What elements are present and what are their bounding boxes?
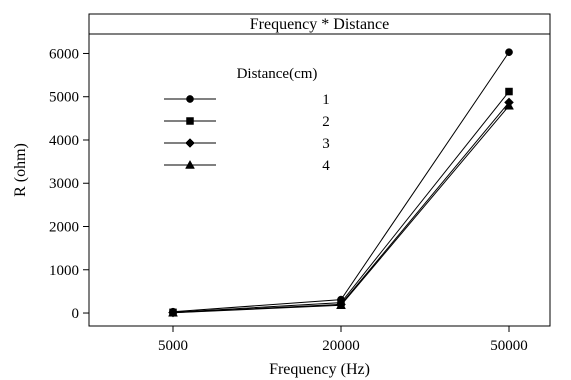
legend-entry-label: 1 bbox=[322, 92, 330, 108]
x-axis: 5000 20000 50000 bbox=[158, 326, 528, 354]
legend: 1 2 3 4 bbox=[164, 92, 330, 174]
y-tick-label: 2000 bbox=[49, 220, 79, 236]
y-axis: 0 1000 2000 3000 4000 5000 6000 bbox=[49, 46, 89, 322]
series-line-1 bbox=[172, 51, 510, 313]
data-point-series-1 bbox=[505, 48, 513, 57]
series-markers bbox=[168, 48, 514, 318]
y-tick-label: 6000 bbox=[49, 46, 79, 62]
data-point-series-4 bbox=[168, 307, 178, 317]
x-tick-label: 50000 bbox=[490, 338, 528, 354]
x-tick-label: 20000 bbox=[322, 338, 360, 354]
chart-title: Frequency * Distance bbox=[250, 16, 390, 33]
legend-entry-label: 2 bbox=[322, 114, 330, 130]
series-line-3 bbox=[172, 102, 510, 314]
data-point-series-4 bbox=[336, 300, 346, 309]
data-point-series-2 bbox=[505, 87, 513, 96]
y-tick-label: 3000 bbox=[49, 176, 79, 192]
y-tick-label: 4000 bbox=[49, 133, 79, 149]
legend-swatch-marker bbox=[185, 138, 195, 148]
y-tick-label: 5000 bbox=[49, 90, 79, 106]
y-tick-label: 1000 bbox=[49, 263, 79, 279]
legend-title: Distance(cm) bbox=[237, 66, 318, 82]
series-lines bbox=[172, 51, 510, 314]
legend-swatch-marker bbox=[186, 95, 194, 103]
series-line-4 bbox=[172, 105, 510, 314]
plot-frame bbox=[88, 13, 551, 327]
legend-swatch-marker bbox=[185, 159, 195, 169]
x-axis-label: Frequency (Hz) bbox=[269, 361, 370, 378]
y-axis-label: R (ohm) bbox=[12, 143, 29, 197]
legend-entry-label: 3 bbox=[322, 136, 330, 152]
data-point-series-4 bbox=[504, 100, 514, 110]
legend-swatch-marker bbox=[186, 117, 194, 125]
x-tick-label: 5000 bbox=[158, 338, 188, 354]
series-line-2 bbox=[172, 91, 510, 313]
legend-entry-label: 4 bbox=[322, 158, 330, 174]
y-tick-label: 0 bbox=[72, 306, 80, 322]
